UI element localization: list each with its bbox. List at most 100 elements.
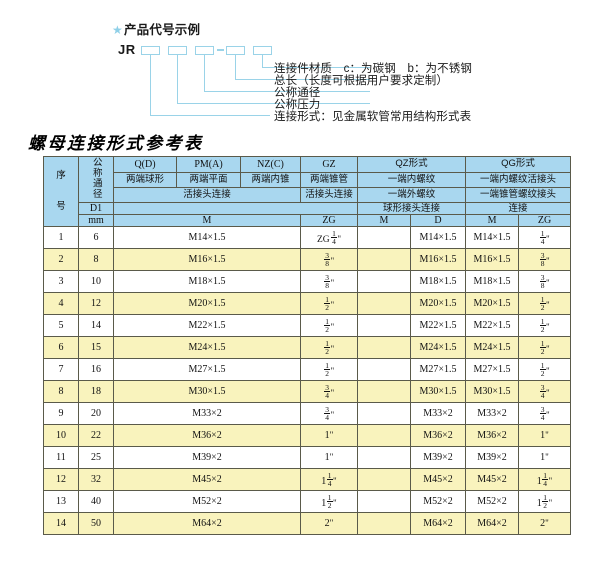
header-mm: mm <box>78 214 114 228</box>
cell-zg-qg: 3 4 " <box>518 380 572 404</box>
code-label-total-length: 总长（长度可根据用户要求定制） <box>274 75 448 87</box>
cell-seq: 6 <box>43 336 79 360</box>
cell-seq: 7 <box>43 358 79 382</box>
header-nominal-bore: 公称通径 <box>78 155 114 204</box>
header-group-qd: Q(D) <box>113 156 177 173</box>
table-row: 12 32 M45×2 1 1 4 " M45×2 M45×2 1 1 4 " <box>43 468 572 492</box>
cell-zg-gz: 3 8 " <box>300 270 358 294</box>
cell-m-qg: M16×1.5 <box>465 248 520 272</box>
cell-seq: 2 <box>43 248 79 272</box>
cell-m-qg: M14×1.5 <box>465 226 520 250</box>
cell-zg-qg: 1 1 4 " <box>518 468 572 492</box>
table-row: 5 14 M22×1.5 1 2 " M22×1.5 M22×1.5 1 2 " <box>43 314 572 338</box>
table-row: 2 8 M16×1.5 3 8 " M16×1.5 M16×1.5 3 8 " <box>43 248 572 272</box>
cell-seq: 8 <box>43 380 79 404</box>
cell-seq: 3 <box>43 270 79 294</box>
header-seq: 序 号 <box>43 155 79 228</box>
header-row-connection-1: 活接头连接 活接头连接 一端外螺纹 一端锥管螺纹接头 <box>44 187 572 204</box>
cell-m-qd: M30×1.5 <box>113 380 301 404</box>
product-code-heading: ★产品代号示例 <box>112 19 200 38</box>
header-endform-qg: 一端内螺纹活接头 <box>465 171 572 189</box>
cell-d-qz: M30×1.5 <box>409 380 467 404</box>
cell-bore: 16 <box>78 358 114 382</box>
table-title: 螺母连接形式参考表 <box>28 134 204 153</box>
cell-bore: 12 <box>78 292 114 316</box>
cell-zg-qg: 1 2 " <box>518 314 572 338</box>
leader-line-pressure-h <box>177 103 370 105</box>
cell-bore: 18 <box>78 380 114 404</box>
header-seq-line1: 序 <box>56 170 66 182</box>
cell-m-qd: M39×2 <box>113 446 301 470</box>
cell-m-qd: M14×1.5 <box>113 226 301 250</box>
header-unit-m-qz: M <box>357 214 411 228</box>
cell-d-qz: M52×2 <box>409 490 467 514</box>
header-row-units: mm M ZG M D M ZG <box>44 214 572 228</box>
header-group-qz: QZ形式 <box>356 156 467 173</box>
header-group-gz: GZ <box>300 156 358 173</box>
cell-m-qg: M30×1.5 <box>465 380 520 404</box>
cell-d-qz: M14×1.5 <box>409 226 467 250</box>
code-box-5 <box>253 46 272 55</box>
cell-d-qz: M33×2 <box>409 402 467 426</box>
cell-m-qz <box>357 292 411 316</box>
cell-zg-qg: 1 1 2 " <box>518 490 572 514</box>
cell-seq: 14 <box>43 512 79 536</box>
cell-zg-gz: 1 2 " <box>300 336 358 360</box>
cell-m-qz <box>357 270 411 294</box>
header-conn-qpmnz: 活接头连接 <box>113 187 301 204</box>
code-box-2 <box>168 46 187 55</box>
cell-m-qg: M22×1.5 <box>465 314 520 338</box>
header-unit-m-qg: M <box>465 214 520 228</box>
cell-zg-gz: ZG 1 4 " <box>300 226 358 250</box>
cell-bore: 14 <box>78 314 114 338</box>
header-group-nzc: NZ(C) <box>240 156 301 173</box>
cell-zg-qg: 1 2 " <box>518 358 572 382</box>
header-endform-qd: 两端球形 <box>113 171 177 189</box>
cell-bore: 32 <box>78 468 114 492</box>
cell-seq: 10 <box>43 424 79 448</box>
cell-m-qz <box>357 402 411 426</box>
leader-line-bore-h <box>204 91 370 93</box>
star-icon: ★ <box>112 23 123 37</box>
table-row: 14 50 M64×2 2" M64×2 M64×2 2" <box>43 512 572 536</box>
cell-bore: 40 <box>78 490 114 514</box>
cell-zg-qg: 3 8 " <box>518 270 572 294</box>
cell-zg-gz: 1 1 4 " <box>300 468 358 492</box>
cell-zg-gz: 3 8 " <box>300 248 358 272</box>
cell-zg-qg: 1 4 " <box>518 226 572 250</box>
header-conn-gz: 活接头连接 <box>300 187 358 204</box>
cell-m-qd: M27×1.5 <box>113 358 301 382</box>
header-conn2-qz: 球形接头连接 <box>356 202 467 216</box>
cell-d-qz: M27×1.5 <box>409 358 467 382</box>
cell-m-qd: M22×1.5 <box>113 314 301 338</box>
cell-d-qz: M45×2 <box>409 468 467 492</box>
code-box-1 <box>141 46 160 55</box>
cell-m-qd: M18×1.5 <box>113 270 301 294</box>
cell-m-qg: M27×1.5 <box>465 358 520 382</box>
header-unit-zg-gz: ZG <box>300 214 358 228</box>
header-unit-zg-qg: ZG <box>518 214 572 228</box>
leader-line-material-v <box>262 55 264 68</box>
header-row-d1: D1 球形接头连接 连接 <box>44 202 572 216</box>
cell-bore: 50 <box>78 512 114 536</box>
header-row-end-forms: 两端球形 两端平面 两端内锥 两端锥管 一端内螺纹 一端内螺纹活接头 <box>44 171 572 189</box>
cell-d-qz: M16×1.5 <box>409 248 467 272</box>
table-body: 1 6 M14×1.5 ZG 1 4 " M14×1.5 M14×1.5 1 4 " 2 8 M16×1.5… <box>43 226 572 536</box>
cell-m-qz <box>357 424 411 448</box>
cell-zg-gz: 2" <box>300 512 358 536</box>
cell-m-qz <box>357 468 411 492</box>
cell-d-qz: M36×2 <box>409 424 467 448</box>
cell-m-qd: M16×1.5 <box>113 248 301 272</box>
cell-zg-gz: 3 4 " <box>300 402 358 426</box>
table-row: 6 15 M24×1.5 1 2 " M24×1.5 M24×1.5 1 2 " <box>43 336 572 360</box>
cell-d-qz: M64×2 <box>409 512 467 536</box>
cell-zg-gz: 1" <box>300 424 358 448</box>
table-row: 8 18 M30×1.5 3 4 " M30×1.5 M30×1.5 3 4 " <box>43 380 572 404</box>
cell-m-qz <box>357 490 411 514</box>
header-unit-d-qz: D <box>409 214 467 228</box>
cell-zg-gz: 1 2 " <box>300 314 358 338</box>
cell-zg-gz: 1 2 " <box>300 292 358 316</box>
cell-m-qz <box>357 226 411 250</box>
header-group-pma: PM(A) <box>176 156 241 173</box>
leader-line-bore-v <box>204 55 206 92</box>
